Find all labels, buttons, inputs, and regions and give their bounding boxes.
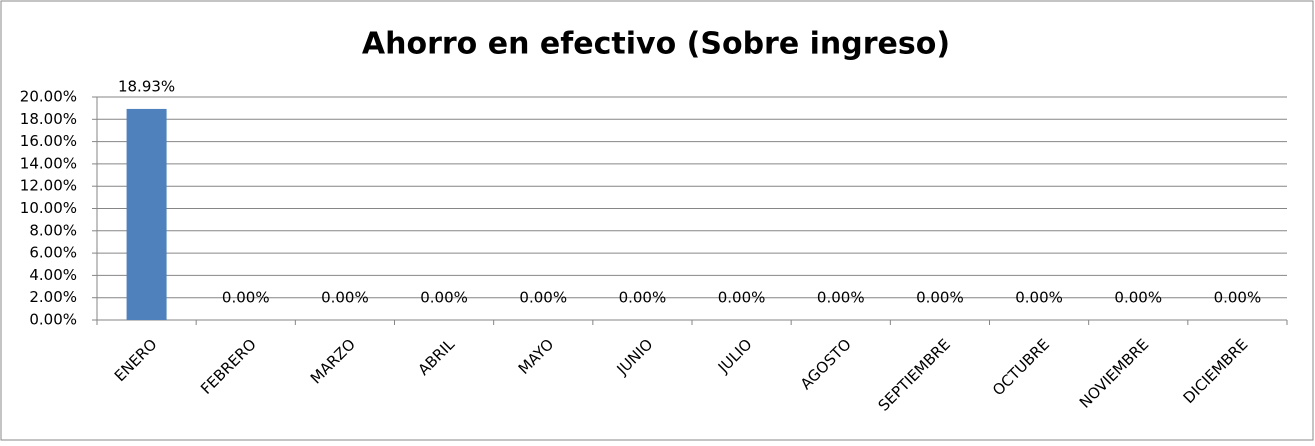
data-label: 0.00% xyxy=(321,289,369,307)
data-label: 0.00% xyxy=(1214,289,1262,307)
y-tick-label: 20.00% xyxy=(20,88,77,106)
y-tick-label: 18.00% xyxy=(20,110,77,128)
data-label: 0.00% xyxy=(519,289,567,307)
data-label: 0.00% xyxy=(619,289,667,307)
y-tick-label: 14.00% xyxy=(20,154,77,172)
data-label: 18.93% xyxy=(118,77,175,95)
data-label: 0.00% xyxy=(222,289,270,307)
y-tick-label: 16.00% xyxy=(20,132,77,150)
chart-title: Ahorro en efectivo (Sobre ingreso) xyxy=(362,27,950,62)
data-label: 0.00% xyxy=(420,289,468,307)
y-tick-label: 8.00% xyxy=(29,221,77,239)
y-tick-label: 2.00% xyxy=(29,288,77,306)
data-label: 0.00% xyxy=(817,289,865,307)
y-tick-label: 12.00% xyxy=(20,177,77,195)
bar xyxy=(126,108,167,320)
data-label: 0.00% xyxy=(916,289,964,307)
y-tick-label: 10.00% xyxy=(20,199,77,217)
y-tick-label: 4.00% xyxy=(29,266,77,284)
data-label: 0.00% xyxy=(1114,289,1162,307)
y-tick-label: 6.00% xyxy=(29,244,77,262)
data-label: 0.00% xyxy=(1015,289,1063,307)
data-label: 0.00% xyxy=(718,289,766,307)
y-tick-label: 0.00% xyxy=(29,311,77,329)
